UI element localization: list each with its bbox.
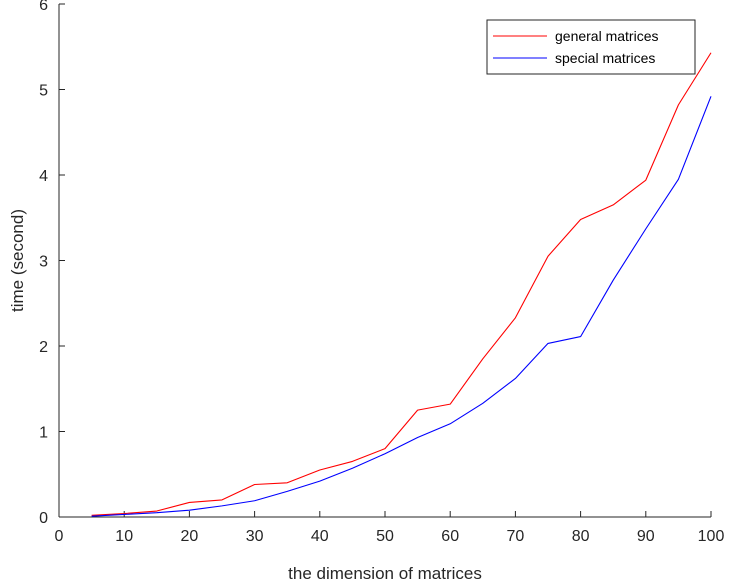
legend-items: general matrices special matrices [493,28,659,66]
x-tick-label: 60 [441,528,459,545]
x-axis-title: the dimension of matrices [288,564,482,583]
x-tick-label: 0 [55,528,64,545]
x-tick-label: 80 [572,528,590,545]
legend: general matrices special matrices [486,19,696,75]
y-axis-title: time (second) [8,209,27,312]
x-ticks: 0 10 20 30 40 50 60 70 80 90 100 [55,511,725,545]
y-tick-label: 4 [39,168,48,185]
y-tick-label: 3 [39,254,48,271]
series-group [91,52,712,517]
x-tick-label: 90 [637,528,655,545]
legend-label: general matrices [555,28,659,44]
y-tick-label: 5 [39,83,48,100]
x-tick-label: 20 [181,528,199,545]
y-tick-label: 6 [39,0,48,14]
x-tick-label: 70 [507,528,525,545]
x-tick-label: 100 [698,528,725,545]
y-tick-label: 2 [39,339,48,356]
plot-area: 0 10 20 30 40 50 60 70 80 90 100 0 1 2 3 4 5 6 [39,0,724,545]
y-tick-label: 0 [39,510,48,527]
series-line-general [91,52,712,516]
x-tick-label: 10 [115,528,133,545]
legend-box [486,19,696,75]
y-ticks: 0 1 2 3 4 5 6 [39,0,65,527]
x-tick-label: 50 [376,528,394,545]
y-tick-label: 1 [39,425,48,442]
legend-label: special matrices [555,50,655,66]
x-tick-label: 30 [246,528,264,545]
x-tick-label: 40 [311,528,329,545]
series-line-special [91,96,712,517]
